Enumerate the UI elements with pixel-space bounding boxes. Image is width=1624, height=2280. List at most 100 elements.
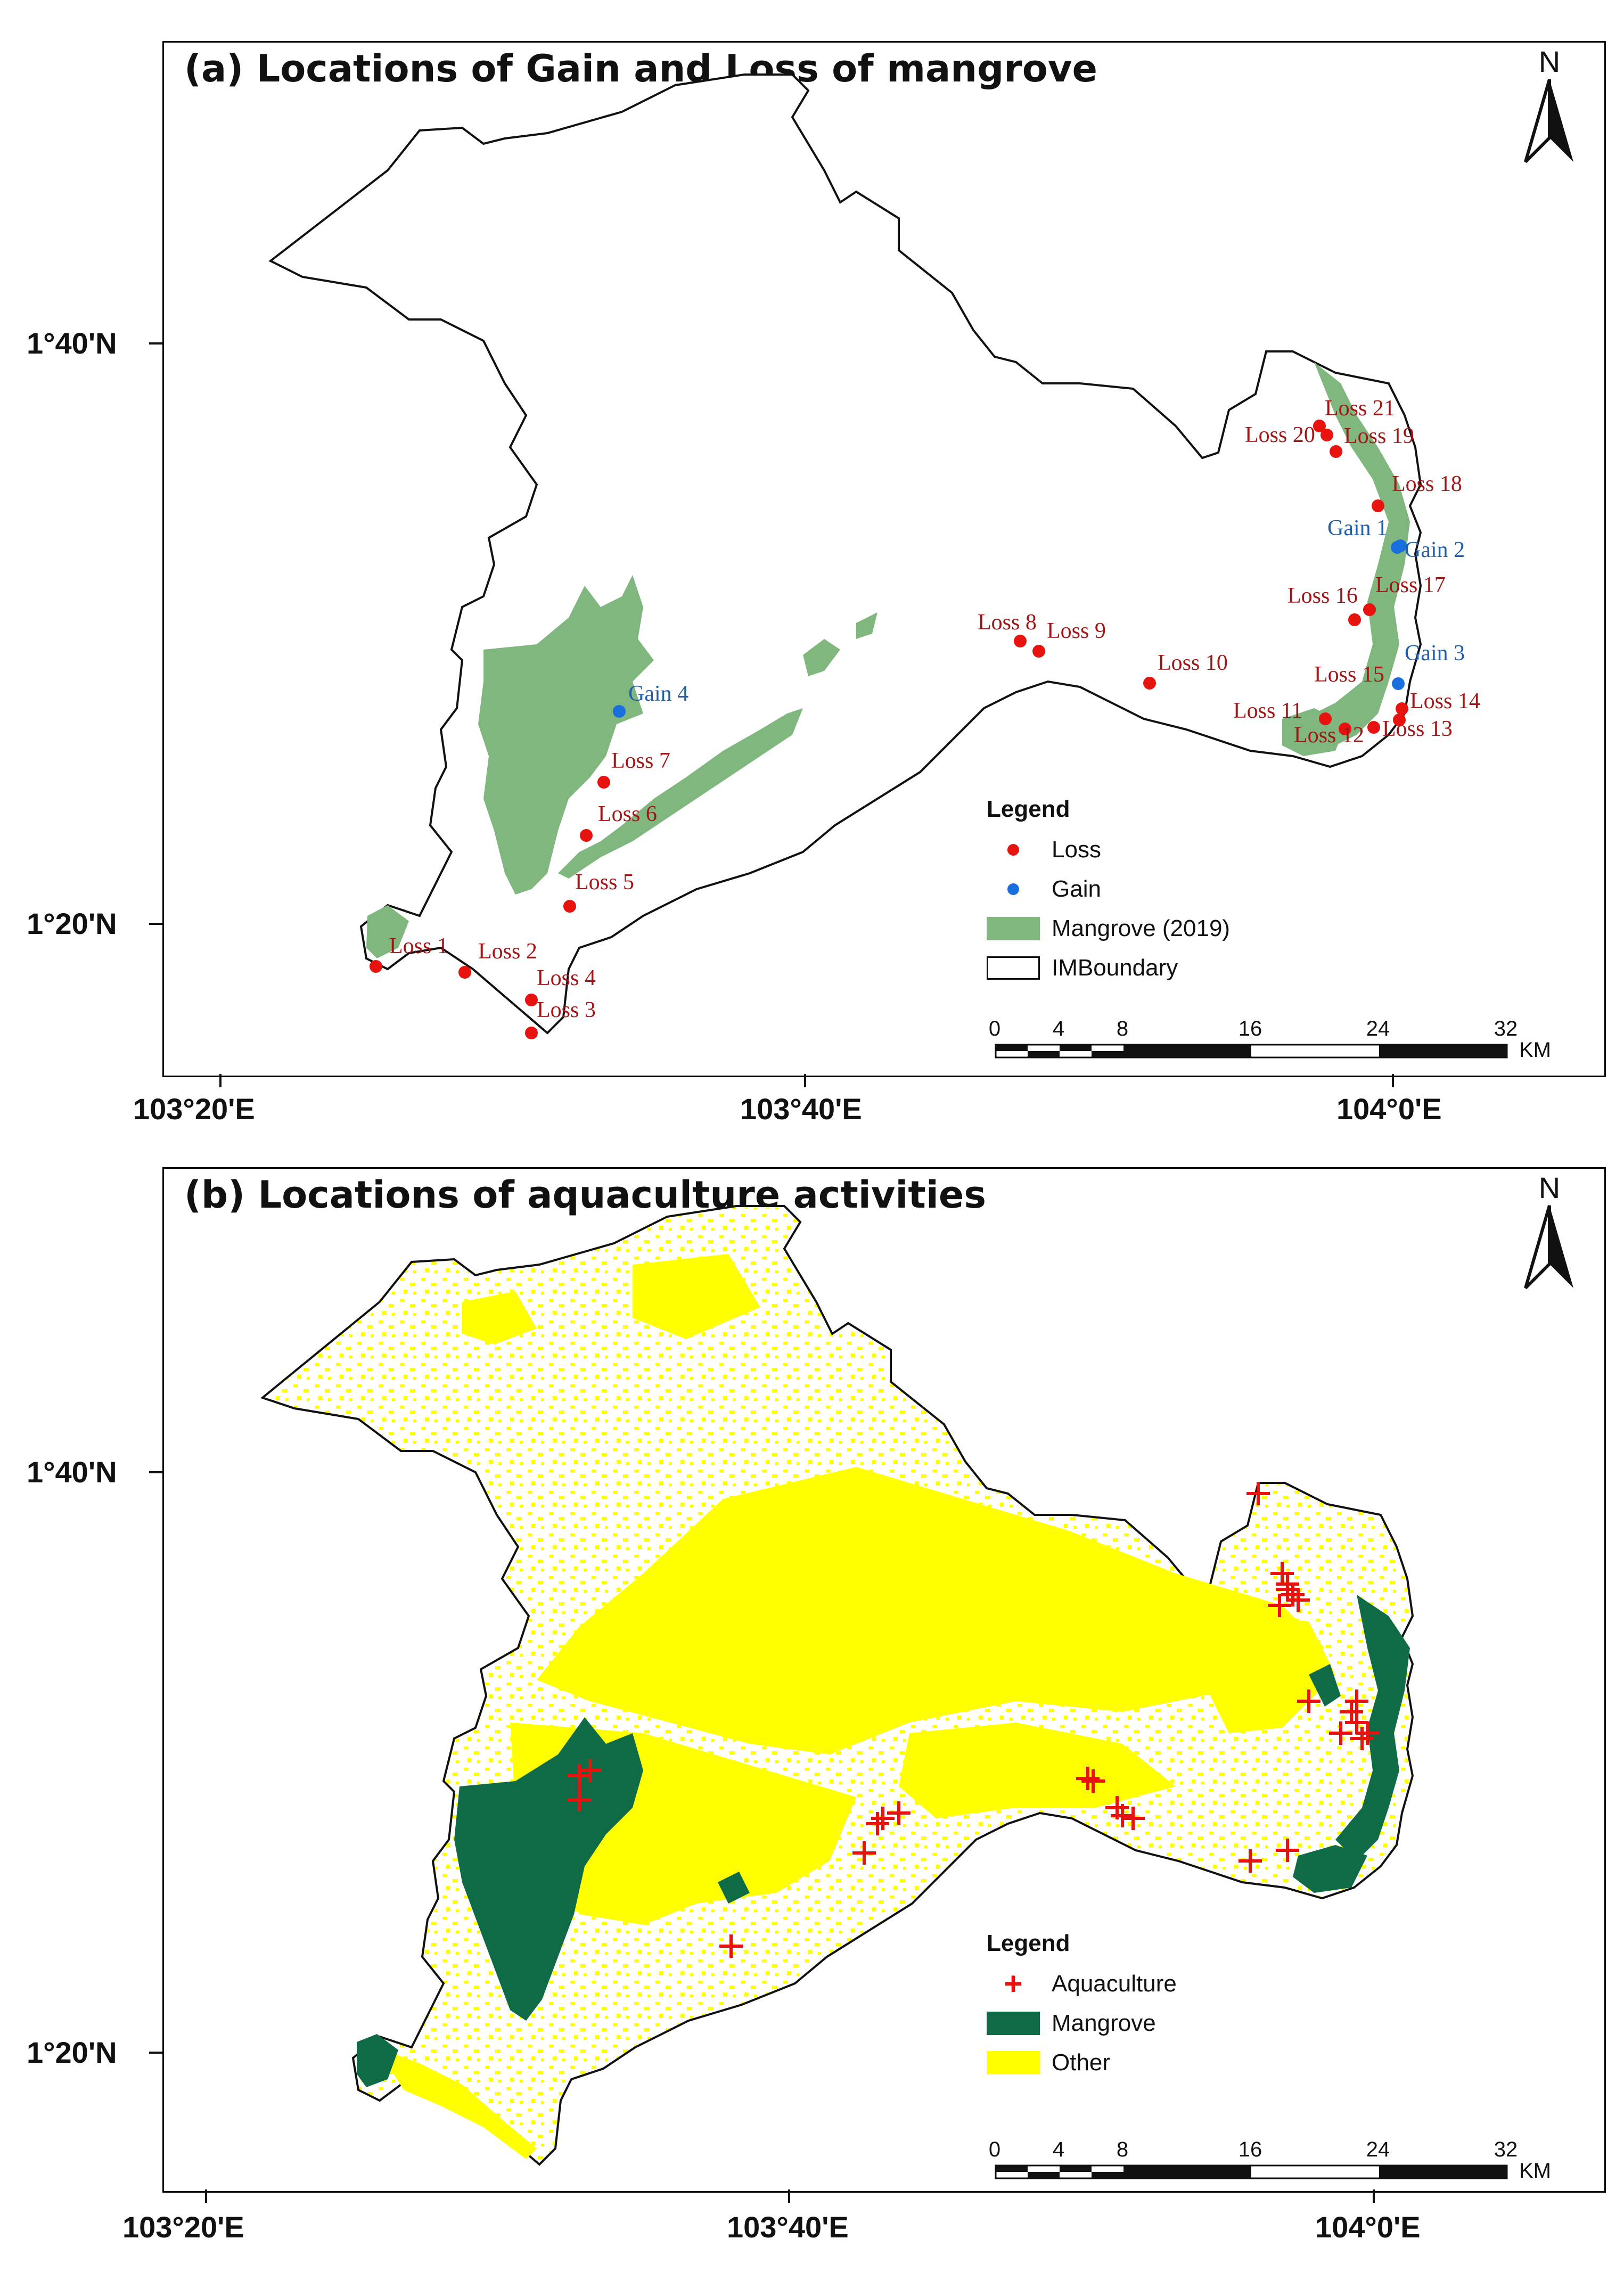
aquaculture-cross (578, 1759, 602, 1782)
mangrove-east-coast-b (1335, 1595, 1410, 1861)
loss-label: Loss 9 (1047, 619, 1106, 643)
scale-tick-label: 4 (1052, 1017, 1065, 1040)
loss-label: Loss 6 (598, 802, 657, 826)
aquaculture-cross (1297, 1690, 1320, 1713)
legend-a-loss: Loss (987, 830, 1230, 870)
loss-point (1032, 645, 1045, 658)
aquaculture-cross (1356, 1721, 1379, 1745)
mangrove-west-cluster (478, 575, 654, 895)
lon-tick (804, 1074, 806, 1087)
gain-point (613, 705, 626, 718)
loss-label: Loss 10 (1158, 651, 1228, 675)
lon-tick (788, 2189, 790, 2203)
aquaculture-cross (1345, 1690, 1368, 1713)
lat-label-b-1: 1°40'N (27, 1455, 117, 1489)
loss-point (1320, 429, 1333, 441)
loss-label: Loss 13 (1382, 717, 1453, 741)
gain-label: Gain 1 (1327, 516, 1388, 540)
aquaculture-cross (1286, 1588, 1310, 1612)
scale-bar-graphic-a (995, 1044, 1508, 1059)
loss-point (458, 966, 471, 979)
scale-tick-label: 32 (1494, 2138, 1518, 2161)
legend-b-other: Other (987, 2043, 1177, 2082)
legend-b-aquaculture-label: Aquaculture (1052, 1971, 1177, 1997)
aquaculture-cross (1340, 1700, 1363, 1724)
loss-point (525, 994, 538, 1006)
other-swatch-icon (987, 2051, 1040, 2074)
aquaculture-cross (719, 1934, 743, 1958)
aquaculture-cross (871, 1807, 895, 1830)
gain-point (1392, 677, 1405, 690)
aquaculture-cross (1276, 1572, 1299, 1596)
scale-unit-a: KM (1519, 1038, 1551, 1062)
scale-tick-label: 4 (1052, 2138, 1065, 2161)
gain-point (1394, 539, 1407, 552)
legend-b-mangrove: Mangrove (987, 2004, 1177, 2043)
points-layer-a: Loss 1 Loss 2 Loss 3 Loss 4 Loss 5 Loss 6 Loss… (370, 396, 1480, 1039)
mangrove-swatch-icon (987, 917, 1040, 940)
legend-b-mangrove-label: Mangrove (1052, 2010, 1156, 2036)
aquaculture-cross (1076, 1767, 1100, 1790)
lat-label-a-2: 1°20'N (27, 907, 117, 940)
loss-point (1396, 702, 1408, 715)
aquaculture-cross (1081, 1769, 1105, 1793)
loss-label: Loss 21 (1325, 396, 1395, 421)
lat-tick (149, 1471, 162, 1473)
gain-label: Gain 3 (1405, 641, 1465, 666)
mangrove-areas-a (366, 362, 1410, 958)
panel-a-map: (a) Locations of Gain and Loss of mangro… (162, 41, 1606, 1077)
scale-tick-label: 0 (988, 1017, 1001, 1040)
lat-tick (149, 923, 162, 925)
aquaculture-cross (1345, 1711, 1368, 1734)
lon-label-b-2: 103°40'E (727, 2210, 849, 2244)
loss-label: Loss 19 (1344, 424, 1414, 448)
loss-label: Loss 4 (537, 966, 596, 990)
lon-tick (205, 2189, 207, 2203)
lat-label-a-1: 1°40'N (27, 326, 117, 360)
loss-label: Loss 11 (1233, 699, 1302, 723)
loss-label: Loss 16 (1287, 584, 1358, 608)
aquaculture-cross (887, 1801, 911, 1825)
north-label-b: N (1538, 1171, 1561, 1204)
aquaculture-layer (568, 1482, 1379, 1958)
scale-ticks-b: 0 4 8 16 24 32 (989, 2138, 1518, 2164)
scale-bar-graphic-b (995, 2164, 1508, 2179)
legend-b-aquaculture: + Aquaculture (987, 1964, 1177, 2004)
panel-b-map: (b) Locations of aquaculture activities … (162, 1167, 1606, 2193)
loss-point (525, 1027, 538, 1039)
legend-a-loss-label: Loss (1052, 836, 1101, 863)
lat-tick (149, 2052, 162, 2054)
mangrove-south-coast (558, 708, 803, 879)
loss-point (1330, 445, 1342, 458)
loss-label: Loss 3 (537, 998, 596, 1022)
aquaculture-cross (1111, 1804, 1134, 1827)
mangrove-east-coast (1298, 362, 1410, 751)
legend-b: Legend + Aquaculture Mangrove Other (987, 1930, 1177, 2082)
loss-label: Loss 18 (1392, 472, 1462, 496)
gain-dot-icon (1007, 883, 1019, 895)
scale-tick-label: 24 (1366, 1017, 1390, 1040)
aquaculture-cross (568, 1788, 591, 1811)
aquaculture-cross (1121, 1807, 1145, 1830)
legend-a-mangrove-label: Mangrove (2019) (1052, 915, 1231, 941)
north-arrow-a: N (1520, 47, 1579, 170)
loss-label: Loss 12 (1294, 723, 1364, 748)
legend-a-boundary: IMBoundary (987, 948, 1230, 988)
panel-a-title: (a) Locations of Gain and Loss of mangro… (184, 47, 1097, 91)
scale-bar-b: 0 4 8 16 24 32 KM (989, 2138, 1551, 2183)
scale-tick-label: 8 (1116, 1017, 1129, 1040)
loss-point (1372, 499, 1384, 512)
lon-label-a-3: 104°0'E (1336, 1092, 1442, 1126)
aquaculture-cross (852, 1841, 876, 1865)
loss-point (1313, 420, 1326, 432)
lon-tick (1373, 2189, 1375, 2203)
lon-label-a-1: 103°20'E (133, 1092, 255, 1126)
loss-point (1348, 613, 1361, 626)
loss-label: Loss 20 (1245, 423, 1315, 447)
aquaculture-cross (866, 1812, 889, 1835)
scale-bar-a: 0 4 8 16 24 32 KM (989, 1017, 1551, 1062)
aquaculture-cross (1246, 1482, 1270, 1505)
legend-b-other-label: Other (1052, 2049, 1111, 2076)
loss-point (1143, 677, 1156, 690)
mangrove-areas-b (357, 1595, 1410, 2087)
